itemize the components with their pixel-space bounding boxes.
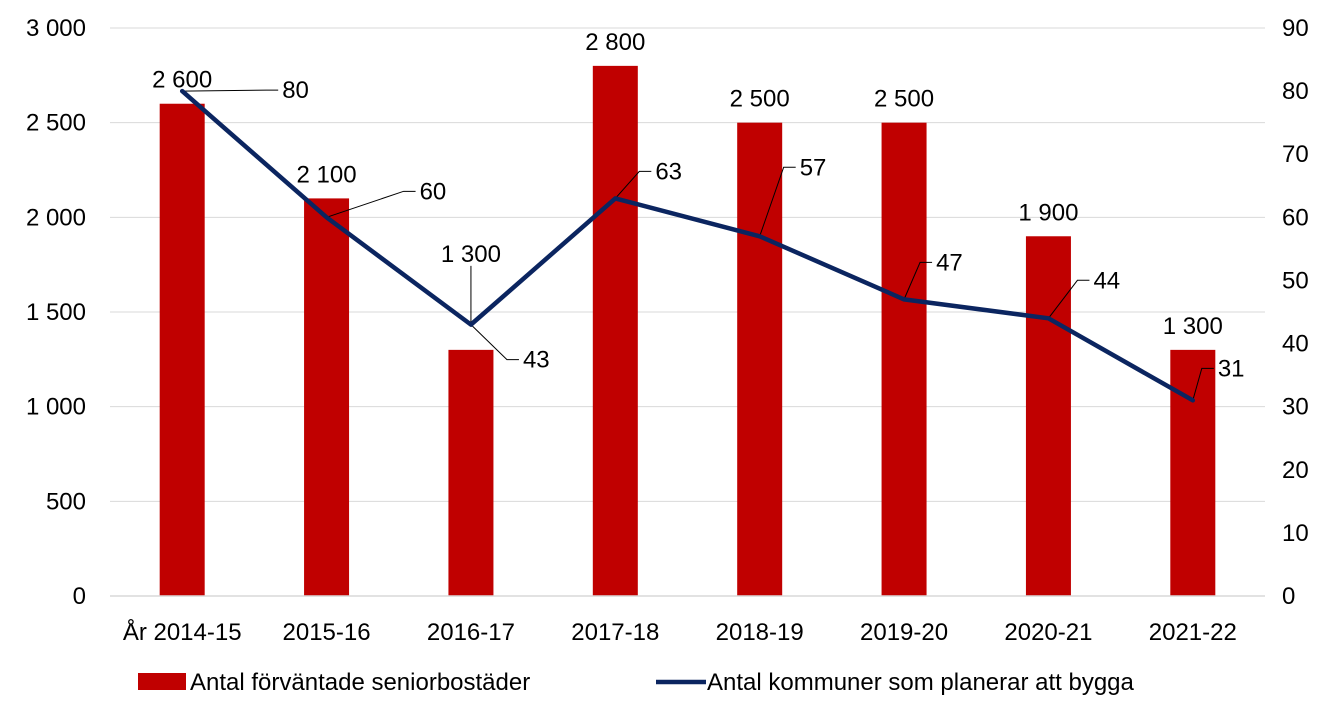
y-right-tick-label: 90 (1282, 15, 1309, 42)
axes: 0 500 1 000 1 500 2 000 2 500 3 000 0 10 20 30 40 50… (26, 15, 1309, 646)
line-label-leader (903, 261, 933, 300)
bar (1170, 349, 1216, 596)
bar-data-label: 1 300 (441, 241, 501, 268)
y-right-tick-label: 60 (1282, 204, 1309, 231)
bar-data-label: 2 500 (730, 86, 790, 113)
legend: Antal förväntade seniorbostäder Antal ko… (138, 669, 1135, 696)
line-data-label: 63 (655, 158, 682, 185)
bar (159, 103, 205, 596)
line-data-label: 43 (523, 347, 550, 374)
bar-data-label: 1 300 (1163, 313, 1223, 340)
bar (881, 122, 927, 597)
y-right-tick-label: 40 (1282, 331, 1309, 358)
gridlines (110, 27, 1265, 502)
x-tick-label: 2020-21 (1004, 619, 1092, 646)
x-tick-label: År 2014-15 (123, 618, 242, 646)
legend-label-line: Antal kommuner som planerar att bygga (707, 669, 1135, 696)
y-left-tick-label: 2 500 (26, 110, 86, 137)
line-label-leader (470, 324, 519, 361)
y-left-tick-label: 500 (46, 488, 86, 515)
data-labels: 2 600 2 100 1 300 2 800 2 500 2 500 1 900 1 300… (152, 29, 1244, 382)
x-tick-label: 2021-22 (1149, 619, 1237, 646)
bar (737, 122, 783, 597)
line-data-label: 44 (1093, 267, 1120, 294)
line-data-label: 47 (936, 249, 963, 276)
x-tick-label: 2017-18 (571, 619, 659, 646)
x-tick-label: 2019-20 (860, 619, 948, 646)
x-tick-label: 2015-16 (283, 619, 371, 646)
bar (592, 65, 638, 596)
y-right-tick-label: 80 (1282, 78, 1309, 105)
y-left-tick-label: 3 000 (26, 15, 86, 42)
y-left-tick-label: 2 000 (26, 204, 86, 231)
bar-data-label: 2 100 (297, 161, 357, 188)
line-data-label: 57 (800, 154, 827, 181)
y-right-tick-label: 10 (1282, 520, 1309, 547)
y-left-tick-label: 0 (73, 583, 86, 610)
x-tick-label: 2016-17 (427, 619, 515, 646)
bar (448, 349, 494, 596)
bar (1025, 236, 1071, 596)
x-tick-label: 2018-19 (716, 619, 804, 646)
line-label-leader (1048, 279, 1090, 319)
line-label-leader (759, 166, 796, 237)
y-right-tick-label: 70 (1282, 141, 1309, 168)
bar-series (159, 65, 1216, 597)
line-data-label: 80 (282, 77, 309, 104)
line-label-leader (182, 89, 279, 92)
y-right-tick-label: 20 (1282, 457, 1309, 484)
line-series (179, 88, 1196, 403)
bar-data-label: 2 600 (152, 67, 212, 94)
legend-label-bar: Antal förväntade seniorbostäder (190, 669, 530, 696)
line-series-path (179, 88, 1196, 403)
bar-data-label: 1 900 (1018, 199, 1078, 226)
line-label-leader (1192, 367, 1214, 401)
bar-data-label: 2 500 (874, 86, 934, 113)
y-right-tick-label: 50 (1282, 267, 1309, 294)
line-label-leader (326, 190, 416, 218)
label-leader-lines (182, 89, 1214, 401)
y-right-tick-label: 30 (1282, 394, 1309, 421)
line-label-leader (614, 170, 652, 199)
y-right-tick-label: 0 (1282, 583, 1295, 610)
legend-swatch-bar (138, 673, 186, 690)
y-left-tick-label: 1 000 (26, 394, 86, 421)
bar (304, 198, 350, 596)
line-data-label: 31 (1218, 355, 1245, 382)
y-left-tick-label: 1 500 (26, 299, 86, 326)
bar-data-label: 2 800 (585, 29, 645, 56)
line-data-label: 60 (420, 178, 447, 205)
